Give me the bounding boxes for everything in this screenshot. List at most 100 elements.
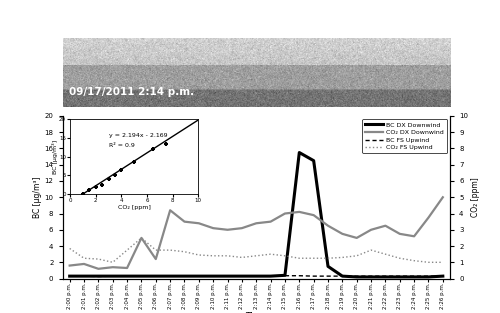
BC FS Upwind: [182, 274, 188, 278]
BC FS Upwind: [354, 274, 360, 278]
CO₂ DX Downwind: [282, 212, 288, 215]
CO₂ FS Upwind: [153, 248, 159, 252]
BC FS Upwind: [81, 274, 87, 278]
BC DX Downwind: [368, 275, 374, 279]
Line: BC FS Upwind: BC FS Upwind: [70, 276, 443, 277]
CO₂ FS Upwind: [340, 255, 345, 259]
CO₂ FS Upwind: [110, 260, 116, 264]
CO₂ DX Downwind: [340, 232, 345, 236]
CO₂ DX Downwind: [368, 228, 374, 232]
CO₂ FS Upwind: [239, 255, 245, 259]
CO₂ FS Upwind: [426, 260, 432, 264]
CO₂ FS Upwind: [268, 252, 274, 256]
BC FS Upwind: [325, 274, 331, 278]
CO₂ FS Upwind: [81, 256, 87, 260]
CO₂ FS Upwind: [310, 256, 316, 260]
BC DX Downwind: [268, 274, 274, 278]
X-axis label: Time: Time: [245, 312, 268, 313]
CO₂ DX Downwind: [196, 221, 202, 225]
BC FS Upwind: [167, 274, 173, 278]
CO₂ FS Upwind: [368, 248, 374, 252]
CO₂ FS Upwind: [382, 252, 388, 256]
CO₂ FS Upwind: [138, 236, 144, 240]
BC DX Downwind: [66, 274, 72, 278]
Y-axis label: CO₂ [ppm]: CO₂ [ppm]: [471, 177, 480, 217]
BC FS Upwind: [124, 274, 130, 278]
CO₂ DX Downwind: [296, 210, 302, 214]
BC FS Upwind: [382, 274, 388, 278]
Text: 09/17/2011 2:14 p.m.: 09/17/2011 2:14 p.m.: [69, 87, 194, 97]
Y-axis label: BC [μg/m³]: BC [μg/m³]: [32, 177, 42, 218]
BC DX Downwind: [325, 264, 331, 268]
CO₂ DX Downwind: [253, 221, 259, 225]
CO₂ DX Downwind: [66, 264, 72, 267]
BC DX Downwind: [167, 274, 173, 278]
BC FS Upwind: [239, 274, 245, 278]
CO₂ DX Downwind: [210, 226, 216, 230]
BC DX Downwind: [440, 274, 446, 278]
BC DX Downwind: [411, 275, 417, 279]
CO₂ DX Downwind: [224, 228, 230, 232]
CO₂ FS Upwind: [296, 256, 302, 260]
CO₂ FS Upwind: [397, 256, 403, 260]
BC FS Upwind: [153, 274, 159, 278]
BC FS Upwind: [224, 274, 230, 278]
BC DX Downwind: [124, 274, 130, 278]
CO₂ DX Downwind: [182, 220, 188, 223]
CO₂ DX Downwind: [397, 232, 403, 236]
BC DX Downwind: [110, 274, 116, 278]
CO₂ FS Upwind: [224, 254, 230, 258]
BC FS Upwind: [110, 274, 116, 278]
CO₂ FS Upwind: [66, 247, 72, 250]
CO₂ FS Upwind: [354, 254, 360, 258]
BC DX Downwind: [382, 275, 388, 279]
BC DX Downwind: [96, 274, 102, 278]
BC DX Downwind: [310, 159, 316, 162]
CO₂ DX Downwind: [167, 208, 173, 212]
BC FS Upwind: [368, 274, 374, 278]
BC DX Downwind: [397, 275, 403, 279]
CO₂ DX Downwind: [239, 226, 245, 230]
BC DX Downwind: [153, 274, 159, 278]
Legend: BC DX Downwind, CO₂ DX Downwind, BC FS Upwind, CO₂ FS Upwind: BC DX Downwind, CO₂ DX Downwind, BC FS U…: [362, 119, 447, 153]
Line: CO₂ DX Downwind: CO₂ DX Downwind: [70, 197, 443, 269]
BC FS Upwind: [210, 274, 216, 278]
CO₂ FS Upwind: [96, 257, 102, 261]
Line: BC DX Downwind: BC DX Downwind: [70, 152, 443, 277]
CO₂ FS Upwind: [167, 248, 173, 252]
CO₂ FS Upwind: [411, 259, 417, 263]
BC DX Downwind: [210, 274, 216, 278]
CO₂ DX Downwind: [310, 213, 316, 217]
CO₂ DX Downwind: [325, 224, 331, 228]
CO₂ DX Downwind: [110, 265, 116, 269]
CO₂ DX Downwind: [124, 266, 130, 270]
BC FS Upwind: [138, 274, 144, 278]
BC DX Downwind: [282, 274, 288, 277]
CO₂ DX Downwind: [440, 195, 446, 199]
CO₂ FS Upwind: [282, 254, 288, 258]
CO₂ DX Downwind: [81, 262, 87, 266]
BC FS Upwind: [397, 274, 403, 278]
CO₂ FS Upwind: [253, 254, 259, 258]
CO₂ DX Downwind: [138, 236, 144, 240]
CO₂ DX Downwind: [411, 234, 417, 238]
BC FS Upwind: [440, 274, 446, 278]
Line: CO₂ FS Upwind: CO₂ FS Upwind: [70, 238, 443, 262]
BC DX Downwind: [354, 275, 360, 279]
BC FS Upwind: [426, 274, 432, 278]
BC FS Upwind: [268, 274, 274, 278]
BC FS Upwind: [96, 275, 102, 279]
CO₂ DX Downwind: [354, 236, 360, 240]
CO₂ DX Downwind: [382, 224, 388, 228]
BC DX Downwind: [426, 275, 432, 279]
CO₂ FS Upwind: [325, 256, 331, 260]
BC DX Downwind: [239, 274, 245, 278]
CO₂ FS Upwind: [124, 248, 130, 252]
BC FS Upwind: [411, 274, 417, 278]
CO₂ FS Upwind: [196, 253, 202, 257]
BC DX Downwind: [253, 274, 259, 278]
BC DX Downwind: [296, 151, 302, 154]
CO₂ FS Upwind: [440, 260, 446, 264]
BC FS Upwind: [253, 274, 259, 278]
CO₂ FS Upwind: [210, 254, 216, 258]
